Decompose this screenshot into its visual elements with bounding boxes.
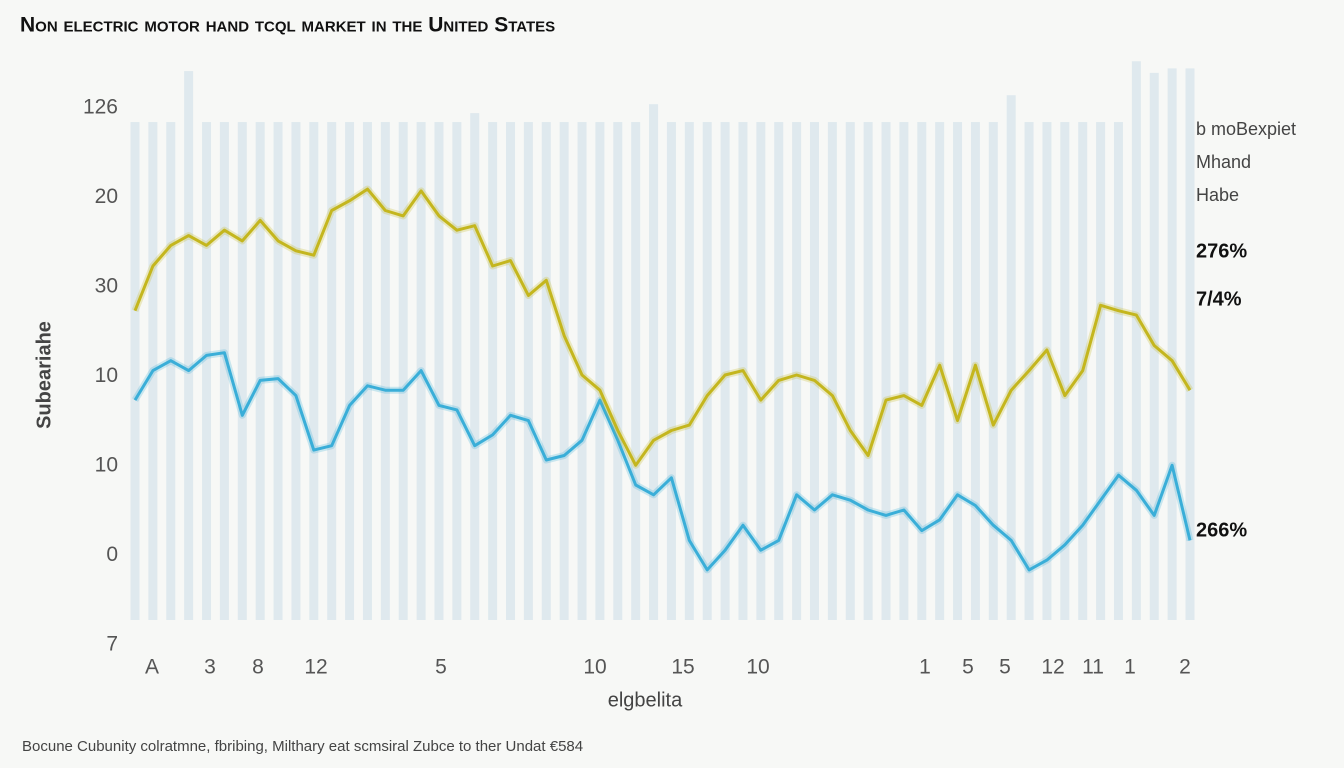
bar: [774, 122, 784, 620]
bar: [1131, 61, 1141, 621]
bar: [452, 122, 462, 620]
bar: [988, 122, 998, 620]
bar: [541, 122, 551, 620]
x-tick-label: 10: [583, 656, 606, 679]
line: [133, 187, 1192, 467]
y-tick-label: 10: [95, 364, 118, 387]
bar: [184, 71, 194, 620]
bar: [523, 122, 533, 620]
bar: [380, 122, 390, 620]
y-tick-label: 7: [106, 633, 118, 656]
bar: [166, 122, 176, 620]
bar: [649, 104, 659, 620]
x-tick-label: 5: [435, 656, 447, 679]
bar: [559, 122, 569, 620]
bar: [720, 122, 730, 620]
legend-entry: b moBexpiet: [1196, 119, 1296, 139]
bar: [792, 122, 802, 620]
bar: [756, 122, 766, 620]
legend-entry: Mhand: [1196, 152, 1251, 172]
y-tick-label: 0: [106, 543, 118, 566]
x-tick-label: A: [145, 656, 159, 679]
bar: [255, 122, 265, 620]
bar: [237, 122, 247, 620]
bar: [577, 122, 587, 620]
source: Bocune Cubunity colratmne, fbribing, Mil…: [22, 738, 583, 755]
bar: [1042, 122, 1052, 620]
bar: [327, 122, 337, 620]
x-tick-label: 2: [1179, 656, 1191, 679]
bar: [666, 122, 676, 620]
bar: [1113, 122, 1123, 620]
bar: [470, 113, 480, 620]
y-tick-label: 20: [95, 185, 118, 208]
x-tick-label: 5: [999, 656, 1011, 679]
bar: [702, 122, 712, 620]
bar: [631, 122, 641, 620]
bar: [291, 122, 301, 620]
bar: [345, 122, 355, 620]
annotation: 276%: [1196, 240, 1247, 262]
bar: [684, 122, 694, 620]
x-tick-label: 11: [1082, 656, 1104, 679]
y-axis-label: Subeariahe: [33, 321, 55, 429]
bar: [935, 122, 945, 620]
bar: [809, 122, 819, 620]
x-tick-label: 3: [204, 656, 216, 679]
bar: [881, 122, 891, 620]
bar: [917, 122, 927, 620]
bar: [362, 122, 372, 620]
bar: [506, 122, 516, 620]
bar: [827, 122, 837, 620]
y-tick-label: 30: [95, 275, 118, 298]
bar: [309, 122, 319, 620]
bar: [434, 122, 444, 620]
bar: [1185, 68, 1195, 621]
bar: [488, 122, 498, 620]
bar: [130, 122, 140, 620]
x-tick-label: 10: [746, 656, 769, 679]
x-axis-label: elgbelita: [608, 689, 683, 711]
legend-entry: Habe: [1196, 185, 1239, 205]
bar: [273, 122, 283, 620]
bar: [202, 122, 212, 620]
bar: [1006, 95, 1016, 620]
bar: [219, 122, 229, 620]
line: [133, 351, 1192, 572]
y-tick-label: 126: [83, 96, 118, 119]
bar: [970, 122, 980, 620]
bar: [845, 122, 855, 620]
bar: [899, 122, 909, 620]
chart-title: Non electric motor hand tcql market in t…: [20, 14, 555, 37]
x-tick-label: 15: [671, 656, 694, 679]
x-tick-label: 12: [1041, 656, 1064, 679]
bar: [1167, 68, 1177, 621]
bar: [1096, 122, 1106, 620]
y-tick-label: 10: [95, 454, 118, 477]
x-tick-label: 5: [962, 656, 974, 679]
bar: [613, 122, 623, 620]
x-tick-label: 1: [919, 656, 931, 679]
x-tick-label: 12: [304, 656, 327, 679]
bar: [595, 122, 605, 620]
x-tick-label: 1: [1124, 656, 1136, 679]
annotation: 266%: [1196, 519, 1247, 541]
bar: [863, 122, 873, 620]
bar: [398, 122, 408, 620]
annotation: 7/4%: [1196, 288, 1242, 310]
x-tick-label: 8: [252, 656, 264, 679]
bar: [953, 122, 963, 620]
bar: [1060, 122, 1070, 620]
